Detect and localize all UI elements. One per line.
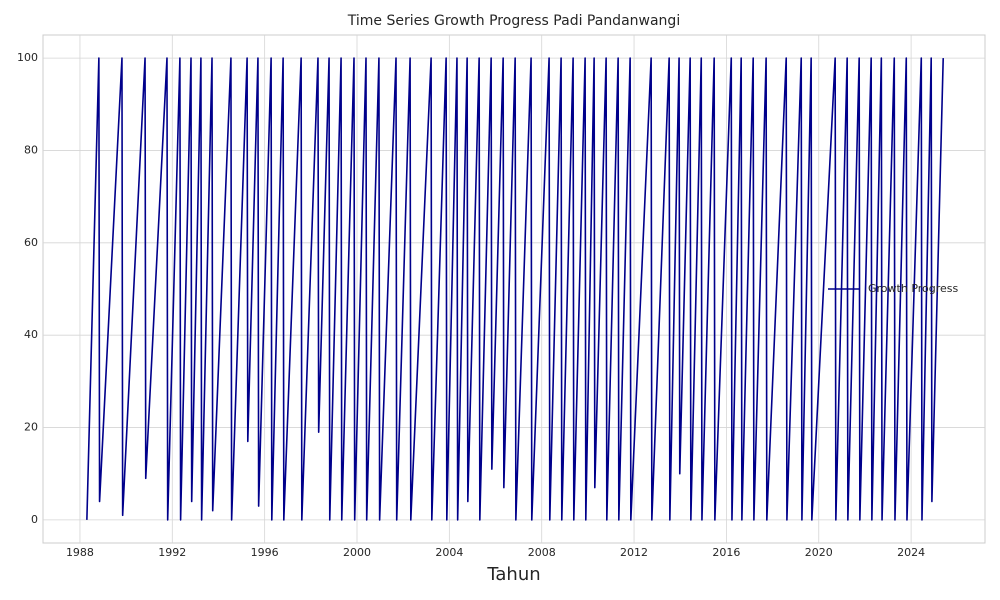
x-axis-label: Tahun bbox=[486, 564, 540, 585]
x-tick-label: 2008 bbox=[528, 546, 556, 559]
y-tick-label: 100 bbox=[17, 51, 38, 64]
chart-title: Time Series Growth Progress Padi Pandanw… bbox=[347, 13, 680, 29]
y-tick-label: 60 bbox=[24, 236, 38, 249]
y-tick-label: 80 bbox=[24, 143, 38, 156]
x-tick-label: 1988 bbox=[66, 546, 94, 559]
y-tick-label: 20 bbox=[24, 421, 38, 434]
x-tick-label: 1992 bbox=[158, 546, 186, 559]
x-tick-label: 1996 bbox=[251, 546, 279, 559]
x-tick-label: 2000 bbox=[343, 546, 371, 559]
series-line bbox=[86, 57, 945, 521]
x-tick-label: 2016 bbox=[712, 546, 740, 559]
legend-label: Growth Progress bbox=[868, 282, 959, 295]
y-tick-label: 0 bbox=[31, 513, 38, 526]
x-tick-label: 2004 bbox=[435, 546, 463, 559]
x-tick-label: 2020 bbox=[805, 546, 833, 559]
y-tick-label: 40 bbox=[24, 328, 38, 341]
x-tick-label: 2012 bbox=[620, 546, 648, 559]
x-tick-label: 2024 bbox=[897, 546, 925, 559]
